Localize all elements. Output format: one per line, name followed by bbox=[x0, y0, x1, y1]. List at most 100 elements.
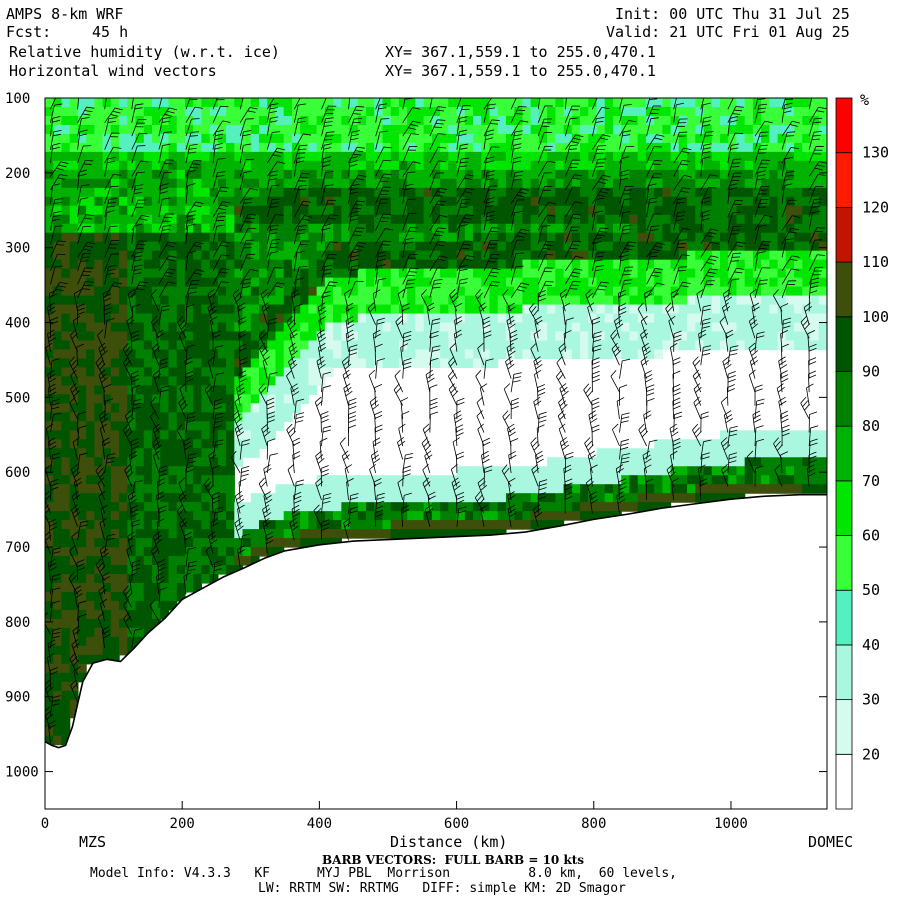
wind-barb bbox=[156, 491, 165, 514]
wind-barb bbox=[456, 116, 468, 137]
wind-barb bbox=[185, 370, 194, 393]
wind-barb bbox=[131, 384, 141, 406]
wind-barb bbox=[212, 465, 221, 487]
wind-barb bbox=[258, 383, 268, 406]
wind-barb bbox=[429, 279, 443, 298]
wind-barb bbox=[158, 465, 168, 487]
wind-barb bbox=[673, 239, 688, 258]
wind-barb bbox=[421, 437, 432, 460]
wind-barb bbox=[424, 504, 434, 527]
wind-barb bbox=[592, 251, 605, 271]
wind-barb bbox=[619, 279, 633, 298]
wind-barb bbox=[70, 679, 79, 703]
wind-barb bbox=[239, 130, 252, 150]
x-tick-label: 200 bbox=[170, 816, 195, 832]
wind-barb bbox=[50, 398, 61, 420]
wind-barb bbox=[808, 98, 813, 110]
wind-barb bbox=[373, 478, 382, 500]
wind-barb bbox=[456, 264, 469, 285]
wind-barb bbox=[429, 160, 447, 177]
wind-barb bbox=[478, 302, 487, 325]
wind-barb bbox=[483, 227, 500, 245]
wind-barb bbox=[619, 384, 628, 406]
wind-barb bbox=[673, 131, 688, 150]
wind-barb bbox=[158, 197, 171, 218]
wind-barb bbox=[780, 451, 789, 473]
wind-barb bbox=[158, 107, 177, 123]
wind-barb bbox=[98, 342, 108, 366]
wind-barb bbox=[239, 253, 256, 272]
wind-barb bbox=[266, 98, 275, 110]
wind-barb bbox=[50, 142, 61, 164]
wind-barb bbox=[558, 396, 568, 420]
wind-barb bbox=[234, 423, 245, 447]
wind-barb bbox=[700, 102, 711, 123]
wind-barb bbox=[564, 226, 580, 245]
wind-barb bbox=[261, 423, 271, 447]
wind-barb bbox=[429, 146, 447, 164]
wind-barb bbox=[397, 437, 406, 460]
wind-barb bbox=[781, 183, 793, 204]
wind-barb bbox=[510, 239, 525, 258]
wind-barb bbox=[101, 437, 111, 460]
wind-barb bbox=[507, 491, 516, 514]
wind-barb bbox=[429, 200, 446, 218]
wind-barb bbox=[266, 251, 279, 271]
wind-barb bbox=[266, 438, 276, 460]
wind-barb bbox=[781, 102, 793, 123]
wind-barb bbox=[592, 158, 606, 177]
wind-barb bbox=[153, 531, 163, 554]
wind-barb bbox=[616, 397, 625, 420]
wind-barb bbox=[673, 102, 685, 123]
colorbar-label: 30 bbox=[862, 691, 880, 709]
wind-barb bbox=[619, 358, 631, 379]
colorbar-bin bbox=[835, 152, 853, 208]
wind-barb bbox=[510, 438, 519, 460]
wind-barb bbox=[448, 369, 458, 393]
colorbar-label: 50 bbox=[862, 581, 880, 599]
wind-barb bbox=[212, 142, 224, 164]
wind-barb bbox=[454, 302, 463, 325]
wind-barb bbox=[646, 183, 657, 204]
wind-barb bbox=[49, 667, 58, 689]
wind-barb bbox=[591, 370, 600, 393]
wind-barb bbox=[483, 197, 495, 218]
wind-barb bbox=[692, 356, 702, 379]
wind-barb bbox=[781, 199, 797, 218]
wind-barb bbox=[700, 174, 719, 191]
wind-barb bbox=[665, 302, 675, 325]
colorbar-label: 120 bbox=[862, 198, 889, 216]
wind-barb bbox=[619, 130, 631, 150]
wind-barb bbox=[429, 397, 438, 420]
wind-barb bbox=[375, 213, 391, 231]
wind-barb bbox=[668, 315, 676, 339]
wind-barb bbox=[422, 464, 431, 487]
wind-barb bbox=[104, 107, 123, 123]
wind-barb bbox=[314, 396, 323, 420]
wind-barb bbox=[673, 197, 686, 218]
wind-barb bbox=[126, 315, 135, 339]
wind-barb bbox=[77, 303, 86, 325]
wind-barb bbox=[131, 160, 149, 177]
wind-barb bbox=[185, 250, 196, 271]
wind-barb bbox=[402, 161, 421, 177]
wind-barb bbox=[104, 173, 122, 191]
wind-barb bbox=[321, 143, 332, 164]
wind-barb bbox=[507, 504, 517, 527]
wind-barb bbox=[616, 491, 626, 514]
wind-barb bbox=[754, 185, 769, 204]
wind-barb bbox=[643, 410, 652, 433]
wind-barb bbox=[646, 398, 655, 420]
wind-barb bbox=[131, 251, 144, 271]
wind-barb bbox=[456, 255, 475, 272]
wind-barb bbox=[185, 159, 202, 177]
wind-barb bbox=[130, 505, 139, 527]
wind-barb bbox=[727, 172, 742, 191]
x-tick-label: 800 bbox=[581, 816, 606, 832]
wind-barb bbox=[483, 170, 495, 191]
wind-barb bbox=[564, 105, 581, 123]
wind-barb bbox=[50, 358, 60, 379]
wind-barb bbox=[212, 345, 224, 366]
wind-barb bbox=[700, 116, 712, 137]
wind-barb bbox=[238, 316, 247, 339]
